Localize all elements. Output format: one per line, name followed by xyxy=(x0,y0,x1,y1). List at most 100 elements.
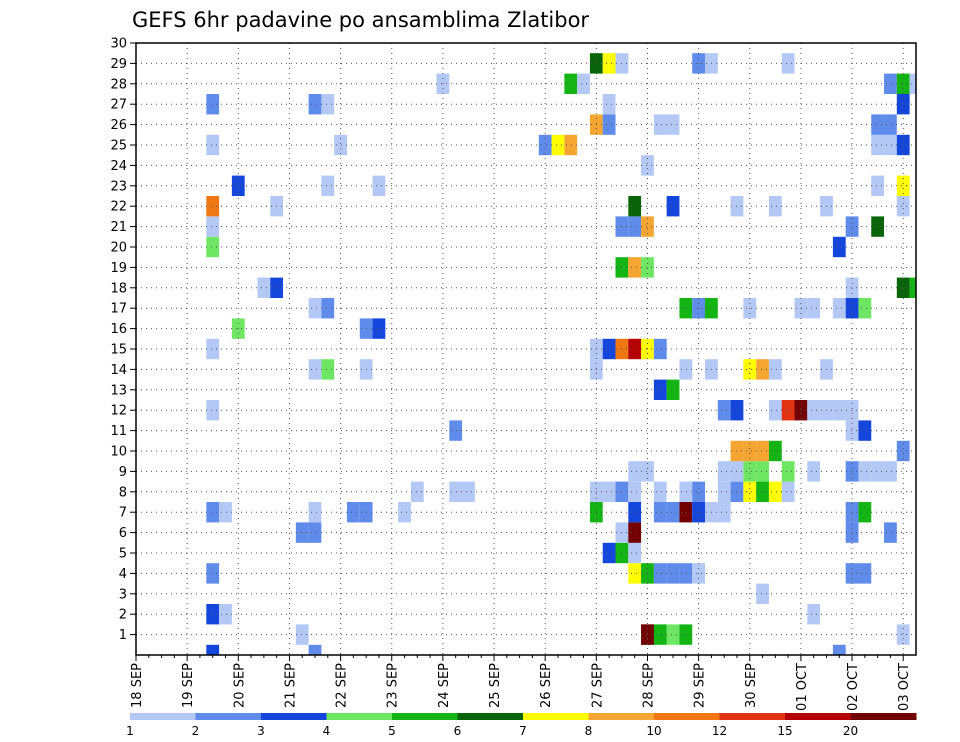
y-tick-label: 11 xyxy=(110,424,127,439)
heatmap-cell xyxy=(334,134,347,156)
heatmap-cell xyxy=(628,216,642,237)
heatmap-cell xyxy=(641,461,654,482)
heatmap-cell xyxy=(768,400,782,421)
heatmap-cell xyxy=(653,624,667,645)
heatmap-cell xyxy=(602,338,616,360)
heatmap-cell xyxy=(781,481,795,502)
y-tick-label: 23 xyxy=(110,179,127,194)
y-tick-label: 7 xyxy=(119,506,127,521)
heatmap-cell xyxy=(832,236,846,258)
legend-color-swatch xyxy=(588,713,655,720)
heatmap-cell xyxy=(666,563,680,584)
heatmap-cell xyxy=(717,502,731,523)
heatmap-cell xyxy=(219,604,232,625)
heatmap-cell xyxy=(845,400,859,421)
y-tick-label: 6 xyxy=(119,526,127,541)
y-axis: 1234567891011121314151617181920212223242… xyxy=(110,37,136,643)
y-tick-label: 8 xyxy=(119,485,127,500)
heatmap-cell xyxy=(743,440,757,462)
heatmap-cell xyxy=(206,644,220,655)
heatmap-cell xyxy=(896,277,910,298)
heatmap-cell xyxy=(692,481,706,502)
x-tick-label: 01 OCT xyxy=(795,663,810,711)
heatmap-cell xyxy=(564,73,578,94)
heatmap-cell xyxy=(858,461,872,482)
heatmap-cell xyxy=(871,216,885,237)
heatmap-cell xyxy=(807,604,821,625)
x-tick-label: 19 SEP xyxy=(181,663,196,708)
y-tick-label: 27 xyxy=(110,98,127,113)
heatmap-cell xyxy=(679,481,693,502)
y-tick-label: 10 xyxy=(110,445,127,460)
heatmap-cell xyxy=(756,359,769,380)
heatmap-cell xyxy=(807,461,821,482)
x-tick-label: 23 SEP xyxy=(386,663,401,708)
heatmap-cell xyxy=(756,440,769,462)
heatmap-cell xyxy=(781,53,795,74)
y-tick-label: 18 xyxy=(110,281,127,296)
heatmap-cell xyxy=(602,542,616,564)
heatmap-cell xyxy=(832,400,846,421)
heatmap-cell xyxy=(206,400,220,421)
legend-color-swatch xyxy=(850,713,917,720)
heatmap-cell xyxy=(308,522,322,543)
heatmap-cell xyxy=(909,277,916,298)
heatmap-cell xyxy=(743,461,757,482)
x-tick-label: 21 SEP xyxy=(283,663,298,708)
heatmap-cell xyxy=(628,257,642,278)
heatmap-cell xyxy=(653,502,667,523)
y-tick-label: 2 xyxy=(119,608,127,623)
heatmap-cell xyxy=(653,114,667,135)
heatmap-cell xyxy=(884,114,897,135)
heatmap-cell xyxy=(666,502,680,523)
heatmap-cell xyxy=(308,644,322,655)
heatmap-cell xyxy=(641,216,654,237)
heatmap-cell xyxy=(845,277,859,298)
x-tick-label: 24 SEP xyxy=(437,663,452,708)
y-tick-label: 1 xyxy=(119,628,127,643)
x-axis: 18 SEP 19 SEP 20 SEP 21 SEP 22 SEP 23 SEP 24 S… xyxy=(130,655,912,711)
heatmap-cell xyxy=(321,175,335,196)
heatmap-cell xyxy=(832,644,846,655)
heatmap-cell xyxy=(896,134,910,156)
heatmap-cell xyxy=(641,155,654,176)
x-tick-label: 26 SEP xyxy=(539,663,554,708)
heatmap-cell xyxy=(628,563,642,584)
heatmap-cell xyxy=(628,461,642,482)
heatmap-cell xyxy=(602,114,616,135)
heatmap-cell xyxy=(653,563,667,584)
y-tick-label: 13 xyxy=(110,383,127,398)
heatmap-cell xyxy=(858,420,872,441)
heatmap-cell xyxy=(231,175,245,196)
y-tick-label: 15 xyxy=(110,343,127,358)
heatmap-cell xyxy=(743,481,757,502)
heatmap-cell xyxy=(308,502,322,523)
heatmap-cell xyxy=(628,542,642,564)
y-tick-label: 22 xyxy=(110,200,127,215)
heatmap-cell xyxy=(564,134,578,156)
y-tick-label: 5 xyxy=(119,547,127,562)
grid-lines xyxy=(136,43,916,655)
heatmap-cell xyxy=(551,134,565,156)
x-tick-label: 29 SEP xyxy=(693,663,708,708)
heatmap-cell xyxy=(666,624,680,645)
heatmap-cell xyxy=(538,134,552,156)
legend-label: 15 xyxy=(777,724,792,738)
legend-label: 20 xyxy=(843,724,858,738)
heatmap-cell xyxy=(909,73,916,94)
y-tick-label: 20 xyxy=(110,241,127,256)
heatmap-cell xyxy=(206,604,220,625)
heatmap-cell xyxy=(717,481,731,502)
heatmap-cell xyxy=(206,502,220,523)
heatmap-cell xyxy=(807,400,821,421)
heatmap-cell xyxy=(871,461,885,482)
color-legend: 1 2 3 4 5 6 7 8 10 12 15 20 xyxy=(126,713,917,738)
y-tick-label: 14 xyxy=(110,363,127,378)
heatmap-cell xyxy=(372,318,386,339)
heatmap-cell xyxy=(449,420,463,441)
y-tick-label: 12 xyxy=(110,404,127,419)
heatmap-cells xyxy=(206,53,916,655)
y-tick-label: 19 xyxy=(110,261,127,276)
heatmap-cell xyxy=(308,359,322,380)
